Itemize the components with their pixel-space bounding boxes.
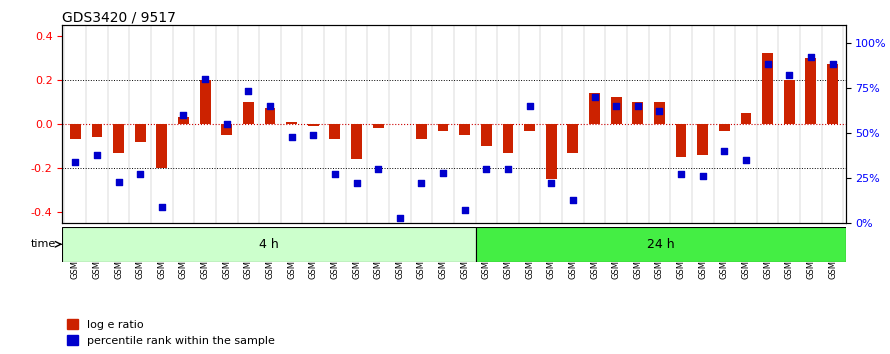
Bar (481, 124, 492, 146)
Bar (329, 124, 340, 139)
Point (350, 181, 364, 186)
Point (566, 197, 580, 202)
Point (306, 132, 320, 138)
Point (371, 166, 385, 172)
Bar (503, 124, 514, 153)
Text: GDS3420 / 9517: GDS3420 / 9517 (62, 11, 176, 25)
Bar (654, 102, 665, 124)
Bar (373, 124, 384, 128)
Point (674, 172, 688, 177)
Bar (459, 124, 470, 135)
Bar (243, 102, 254, 124)
Bar (524, 124, 535, 131)
Point (609, 103, 623, 109)
Point (825, 62, 839, 67)
Point (392, 215, 407, 221)
Bar (827, 64, 837, 124)
Point (782, 73, 797, 78)
Point (696, 173, 710, 179)
Point (652, 108, 667, 114)
Bar (633, 102, 643, 124)
Bar (178, 117, 189, 124)
Bar (546, 124, 556, 179)
Bar (676, 124, 686, 157)
FancyBboxPatch shape (475, 227, 846, 262)
Point (415, 181, 429, 186)
Bar (611, 97, 621, 124)
Point (285, 134, 299, 139)
Point (479, 166, 493, 172)
Bar (92, 124, 102, 137)
Bar (134, 124, 146, 142)
Text: time: time (30, 239, 56, 249)
Bar (762, 53, 773, 124)
Point (134, 172, 148, 177)
FancyBboxPatch shape (62, 227, 475, 262)
Bar (222, 124, 232, 135)
Bar (70, 124, 81, 139)
Bar (784, 80, 795, 124)
Bar (416, 124, 427, 139)
Point (90, 152, 104, 158)
Bar (157, 124, 167, 168)
Point (587, 94, 602, 100)
Point (457, 207, 472, 213)
Point (436, 170, 450, 175)
Point (69, 159, 83, 165)
Point (717, 148, 732, 154)
Text: 4 h: 4 h (259, 238, 279, 251)
Text: 24 h: 24 h (647, 238, 675, 251)
Point (739, 157, 753, 163)
Bar (697, 124, 708, 155)
Point (263, 103, 277, 109)
Bar (438, 124, 449, 131)
Point (155, 204, 169, 210)
Bar (568, 124, 579, 153)
Bar (308, 124, 319, 126)
Point (176, 112, 190, 118)
Bar (264, 108, 275, 124)
Point (804, 55, 818, 60)
Bar (740, 113, 751, 124)
Point (522, 103, 537, 109)
Point (198, 76, 212, 82)
Point (220, 121, 234, 127)
Bar (352, 124, 362, 159)
Bar (805, 58, 816, 124)
Bar (589, 93, 600, 124)
Legend: log e ratio, percentile rank within the sample: log e ratio, percentile rank within the … (62, 314, 279, 350)
Bar (199, 80, 211, 124)
Bar (719, 124, 730, 131)
Bar (287, 122, 297, 124)
Point (241, 88, 255, 94)
Point (111, 179, 125, 184)
Point (328, 172, 342, 177)
Point (631, 103, 645, 109)
Point (760, 62, 774, 67)
Bar (113, 124, 124, 153)
Point (501, 166, 515, 172)
Point (544, 181, 558, 186)
